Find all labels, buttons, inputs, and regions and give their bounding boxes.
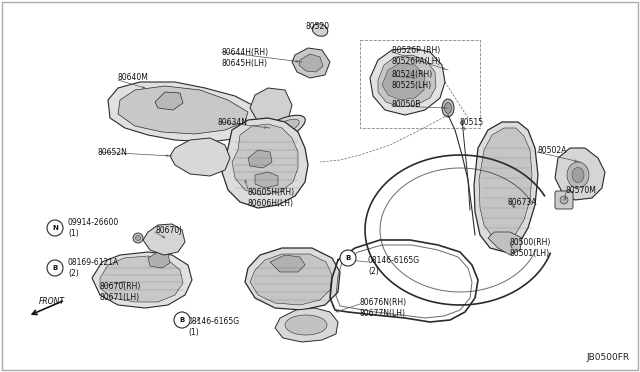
Text: 08169-6121A
(2): 08169-6121A (2) xyxy=(68,258,119,278)
Polygon shape xyxy=(488,232,522,255)
Text: FRONT: FRONT xyxy=(39,297,65,306)
Polygon shape xyxy=(255,172,278,188)
Circle shape xyxy=(174,312,190,328)
Text: 80526P (RH)
80526PA(LH): 80526P (RH) 80526PA(LH) xyxy=(392,46,442,66)
Polygon shape xyxy=(100,256,183,302)
FancyBboxPatch shape xyxy=(555,191,573,209)
Polygon shape xyxy=(250,88,292,128)
Ellipse shape xyxy=(133,233,143,243)
Text: 80644H(RH)
80645H(LH): 80644H(RH) 80645H(LH) xyxy=(222,48,269,68)
Text: 80050B: 80050B xyxy=(392,100,421,109)
Polygon shape xyxy=(222,118,308,208)
Ellipse shape xyxy=(136,235,141,241)
Ellipse shape xyxy=(285,315,327,335)
Text: 80676N(RH)
80677N(LH): 80676N(RH) 80677N(LH) xyxy=(360,298,407,318)
Polygon shape xyxy=(143,224,185,255)
Polygon shape xyxy=(118,86,248,134)
Polygon shape xyxy=(299,54,323,72)
Text: 80670(RH)
80671(LH): 80670(RH) 80671(LH) xyxy=(100,282,141,302)
Polygon shape xyxy=(108,82,268,142)
Circle shape xyxy=(47,220,63,236)
Text: 80524(RH)
80525(LH): 80524(RH) 80525(LH) xyxy=(392,70,433,90)
Polygon shape xyxy=(479,128,532,240)
Text: 80670J: 80670J xyxy=(155,226,182,235)
Polygon shape xyxy=(370,48,445,115)
Ellipse shape xyxy=(560,196,568,204)
Circle shape xyxy=(47,260,63,276)
Polygon shape xyxy=(382,63,425,100)
Text: 80520: 80520 xyxy=(306,22,330,31)
Text: B: B xyxy=(346,255,351,261)
Text: 80634N: 80634N xyxy=(218,118,248,127)
Text: 08146-6165G
(2): 08146-6165G (2) xyxy=(368,256,420,276)
Polygon shape xyxy=(292,48,330,78)
Ellipse shape xyxy=(312,24,328,36)
Polygon shape xyxy=(148,252,170,268)
Text: 80500(RH)
80501(LH): 80500(RH) 80501(LH) xyxy=(510,238,552,258)
Ellipse shape xyxy=(255,115,305,145)
Text: 80502A: 80502A xyxy=(537,146,566,155)
Polygon shape xyxy=(245,248,340,310)
Polygon shape xyxy=(92,252,192,308)
Text: 09914-26600
(1): 09914-26600 (1) xyxy=(68,218,119,238)
Text: 80515: 80515 xyxy=(460,118,484,127)
Polygon shape xyxy=(378,55,436,107)
Polygon shape xyxy=(248,150,272,168)
Text: 80652N: 80652N xyxy=(98,148,128,157)
Polygon shape xyxy=(474,122,538,252)
Circle shape xyxy=(340,250,356,266)
Polygon shape xyxy=(232,124,298,195)
Ellipse shape xyxy=(567,162,589,188)
Polygon shape xyxy=(275,308,338,342)
Text: 80640M: 80640M xyxy=(118,73,149,82)
Polygon shape xyxy=(170,138,230,176)
Polygon shape xyxy=(250,254,332,305)
Ellipse shape xyxy=(260,119,300,141)
Text: B: B xyxy=(52,265,58,271)
Text: B: B xyxy=(179,317,184,323)
Text: 80673A: 80673A xyxy=(508,198,538,207)
Ellipse shape xyxy=(445,103,451,113)
Text: JB0500FR: JB0500FR xyxy=(587,353,630,362)
Polygon shape xyxy=(155,92,183,110)
Text: 80570M: 80570M xyxy=(566,186,597,195)
Ellipse shape xyxy=(442,99,454,117)
Polygon shape xyxy=(270,255,305,272)
Text: 80605H(RH)
80606H(LH): 80605H(RH) 80606H(LH) xyxy=(248,188,295,208)
Text: 08146-6165G
(1): 08146-6165G (1) xyxy=(188,317,240,337)
Polygon shape xyxy=(555,148,605,200)
Text: N: N xyxy=(52,225,58,231)
Ellipse shape xyxy=(572,167,584,183)
